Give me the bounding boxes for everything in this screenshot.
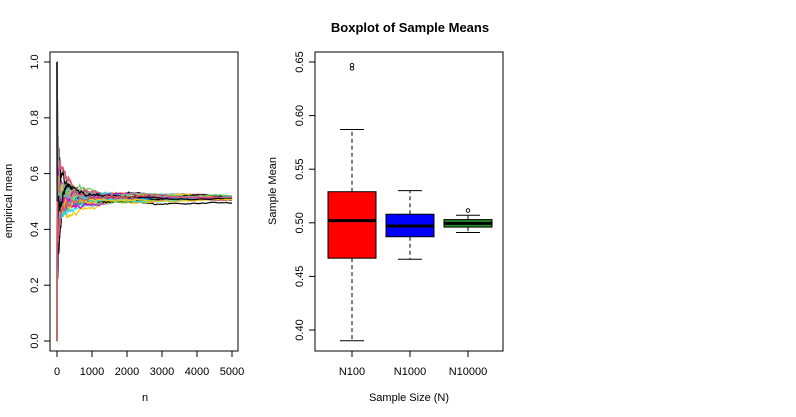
x-axis-label: n <box>142 392 148 404</box>
boxplot-chart: Boxplot of Sample Means N100 N1000 N10000 … <box>267 20 504 404</box>
y-axis-label: Sample Mean <box>267 157 279 225</box>
series-line-1 <box>56 189 233 342</box>
x-tick-label: N10000 <box>449 366 488 378</box>
series-line-38 <box>56 181 233 342</box>
series-line-15 <box>56 198 233 342</box>
series-line-20 <box>56 154 232 342</box>
series-line-43 <box>56 117 232 342</box>
series-line-50 <box>56 193 233 342</box>
x-tick-label: N1000 <box>394 366 426 378</box>
outlier-point <box>349 62 355 68</box>
series-line-33 <box>56 194 233 342</box>
series-line-32 <box>56 61 233 248</box>
series-line-40 <box>56 61 233 204</box>
series-line-36 <box>56 131 232 342</box>
series-line-19 <box>56 114 233 342</box>
box-N1000 <box>385 190 435 260</box>
series-line-2 <box>56 190 233 342</box>
y-tick-label: 0.65 <box>294 51 306 72</box>
x-tick-label: 2000 <box>115 366 139 378</box>
running-mean-lines <box>56 61 233 342</box>
series-line-41 <box>56 61 233 258</box>
series-line-44 <box>56 117 233 342</box>
series-line-14 <box>56 187 233 342</box>
box-N10000 <box>443 208 493 233</box>
y-tick-label: 0.2 <box>29 278 41 293</box>
series-line-13 <box>56 147 233 342</box>
series-line-48 <box>56 61 232 272</box>
x-tick-label: N100 <box>339 366 365 378</box>
series-line-11 <box>56 190 233 342</box>
x-tick-label: 4000 <box>185 366 209 378</box>
series-line-3 <box>56 154 233 342</box>
x-axis: N100 N1000 N10000 <box>339 350 488 378</box>
series-line-27 <box>56 61 232 209</box>
series-line-49 <box>56 61 233 272</box>
y-tick-label: 0.0 <box>29 333 41 348</box>
series-line-35 <box>56 131 232 342</box>
y-axis: 0.0 0.2 0.4 0.6 0.8 1.0 <box>29 54 50 349</box>
x-tick-label: 3000 <box>150 366 174 378</box>
series-line-23 <box>56 61 232 256</box>
series-line-31 <box>56 189 233 342</box>
outlier-point <box>465 208 471 213</box>
y-tick-label: 0.45 <box>294 266 306 287</box>
series-line-21 <box>56 61 232 207</box>
empirical-mean-chart: 0 1000 2000 3000 4000 5000 0.0 0.2 0.4 0.6 0.8 1.0… <box>3 51 244 404</box>
series-line-25 <box>56 99 233 342</box>
y-tick-label: 0.55 <box>294 158 306 179</box>
iqr-box <box>327 191 377 259</box>
series-line-28 <box>56 61 233 265</box>
series-line-30 <box>56 61 232 272</box>
series-line-46 <box>56 61 233 234</box>
y-tick-label: 0.60 <box>294 105 306 126</box>
series-line-39 <box>56 61 232 205</box>
x-axis: 0 1000 2000 3000 4000 5000 <box>54 350 244 378</box>
series-line-37 <box>56 195 232 342</box>
series-line-45 <box>56 61 233 239</box>
y-tick-label: 0.40 <box>294 319 306 340</box>
x-axis-label: Sample Size (N) <box>369 392 449 404</box>
series-line-42 <box>56 61 232 272</box>
boxes <box>327 62 493 342</box>
series-line-24 <box>56 61 232 240</box>
chart-title: Boxplot of Sample Means <box>331 20 489 35</box>
y-axis-label: empirical mean <box>3 164 15 239</box>
y-tick-label: 0.8 <box>29 110 41 125</box>
y-tick-label: 0.6 <box>29 166 41 181</box>
series-line-16 <box>56 147 233 342</box>
x-tick-label: 5000 <box>220 366 244 378</box>
x-tick-label: 0 <box>54 366 60 378</box>
y-tick-label: 0.50 <box>294 212 306 233</box>
y-tick-label: 0.4 <box>29 222 41 237</box>
y-axis: 0.40 0.45 0.50 0.55 0.60 0.65 <box>294 51 315 341</box>
y-tick-label: 1.0 <box>29 54 41 69</box>
x-tick-label: 1000 <box>80 366 104 378</box>
box-N100 <box>327 62 377 342</box>
series-line-26 <box>56 61 232 202</box>
series-line-6 <box>56 61 233 202</box>
